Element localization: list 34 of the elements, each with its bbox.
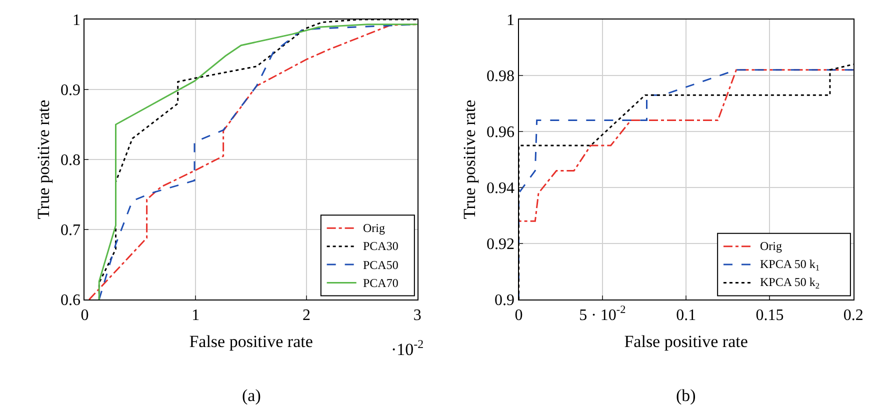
x-tick-label: 0.1 bbox=[676, 306, 696, 324]
x-axis-title: False positive rate bbox=[624, 332, 748, 352]
y-tick-label: 0.98 bbox=[486, 68, 515, 86]
y-tick-label: 1 bbox=[506, 12, 515, 30]
legend-label: Orig bbox=[760, 239, 782, 253]
x-tick-label: 5 · 10$^{-2}$ bbox=[579, 304, 626, 324]
legend-label: KPCA 50 k$_{1}$ bbox=[760, 257, 820, 273]
y-tick-label: 0.7 bbox=[60, 222, 81, 240]
x-tick-label: 1 bbox=[192, 306, 200, 324]
text: (b) bbox=[676, 386, 696, 405]
y-tick-label: 1 bbox=[72, 12, 81, 30]
x-axis-title: False positive rate bbox=[189, 332, 313, 352]
legend-label: PCA30 bbox=[363, 239, 398, 253]
y-axis-title: True positive rate bbox=[34, 100, 54, 220]
y-tick-label: 0.96 bbox=[486, 124, 515, 142]
x-tick-label: 0 bbox=[514, 306, 523, 324]
x-tick-label: 0.2 bbox=[843, 306, 864, 324]
x-tick-label: 0 bbox=[80, 306, 89, 324]
legend-label: PCA70 bbox=[363, 276, 398, 290]
y-tick-label: 0.8 bbox=[60, 152, 81, 170]
y-tick-label: 0.92 bbox=[486, 236, 515, 254]
legend-label: Orig bbox=[363, 221, 385, 235]
y-tick-label: 0.94 bbox=[486, 180, 515, 198]
y-tick-label: 0.9 bbox=[60, 82, 81, 100]
text: ·10$^{-2}$ bbox=[391, 337, 424, 360]
x-tick-label: 2 bbox=[302, 306, 310, 324]
x-tick-label: 0.15 bbox=[756, 306, 784, 324]
y-axis-title: True positive rate bbox=[460, 100, 480, 220]
legend-label: PCA50 bbox=[363, 258, 398, 272]
y-tick-label: 0.9 bbox=[494, 292, 515, 310]
y-tick-label: 0.6 bbox=[60, 292, 81, 310]
x-tick-label: 3 bbox=[413, 306, 422, 324]
legend-label: KPCA 50 k$_{2}$ bbox=[760, 275, 820, 291]
text: (a) bbox=[242, 386, 261, 405]
